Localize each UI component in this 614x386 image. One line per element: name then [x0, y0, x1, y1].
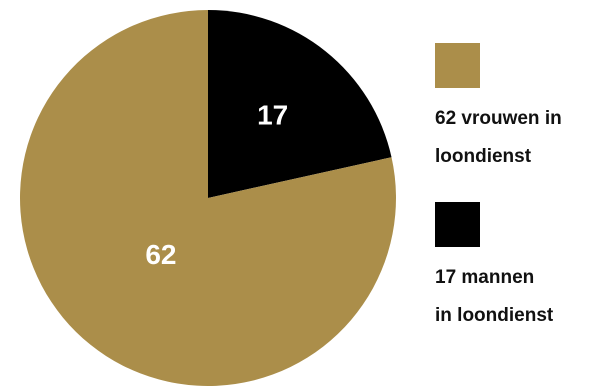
legend-entry-men: 17 mannen in loondienst [435, 202, 613, 335]
legend-swatch-men [435, 202, 480, 247]
legend-entry-women: 62 vrouwen in loondienst [435, 43, 613, 176]
pie-slice-women-label: 62 [145, 239, 176, 270]
pie-slice-men [208, 10, 392, 198]
legend-swatch-women [435, 43, 480, 88]
legend: 62 vrouwen in loondienst 17 mannen in lo… [435, 43, 613, 361]
pie-slice-men-label: 17 [257, 100, 288, 131]
legend-label-men-line-1: 17 mannen [435, 267, 535, 288]
legend-label-women-line-1: 62 vrouwen in [435, 108, 562, 129]
legend-label-men-line-2: in loondienst [435, 305, 554, 326]
pie-slice-women [20, 10, 396, 386]
legend-label-women-line-2: loondienst [435, 146, 532, 167]
